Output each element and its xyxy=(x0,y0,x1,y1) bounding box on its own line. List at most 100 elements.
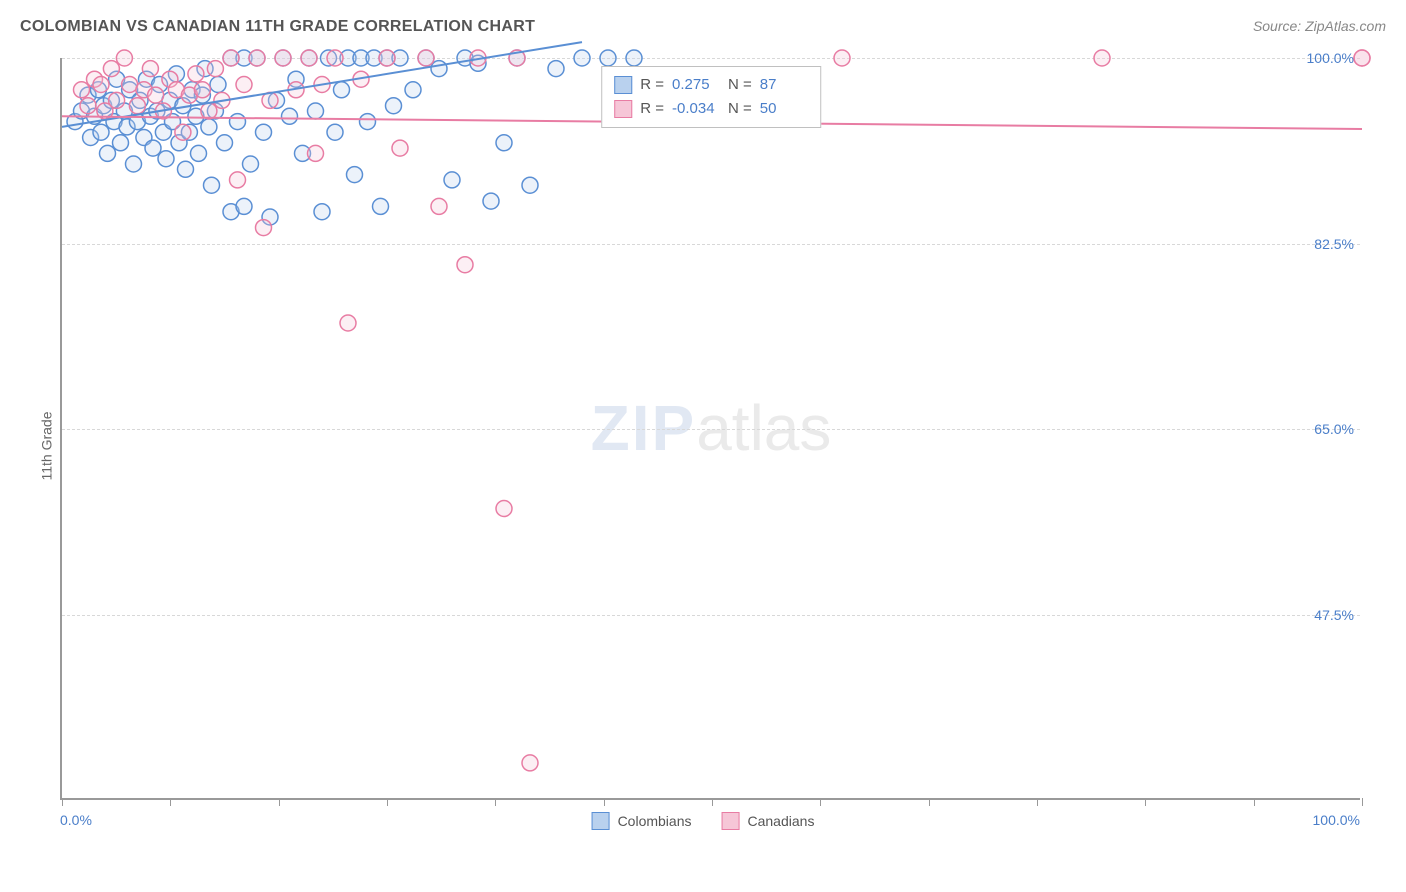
x-axis-max-label: 100.0% xyxy=(1313,812,1360,828)
data-point xyxy=(113,135,129,151)
legend-label: Colombians xyxy=(618,813,692,829)
data-point xyxy=(496,501,512,517)
legend-label: Canadians xyxy=(748,813,815,829)
stat-n-value: 50 xyxy=(760,97,808,121)
data-point xyxy=(574,50,590,66)
plot-area: ZIPatlas R =0.275N =87R =-0.034N =50 100… xyxy=(60,58,1360,800)
x-tick xyxy=(1145,798,1146,806)
data-point xyxy=(282,108,298,124)
data-point xyxy=(188,66,204,82)
data-point xyxy=(483,193,499,209)
data-point xyxy=(116,50,132,66)
data-point xyxy=(142,61,158,77)
data-point xyxy=(256,124,272,140)
stat-r-value: 0.275 xyxy=(672,73,720,97)
data-point xyxy=(100,145,116,161)
data-point xyxy=(334,82,350,98)
data-point xyxy=(327,124,343,140)
data-point xyxy=(194,82,210,98)
data-point xyxy=(230,114,246,130)
data-point xyxy=(126,156,142,172)
header: COLOMBIAN VS CANADIAN 11TH GRADE CORRELA… xyxy=(20,18,1386,36)
bottom-legend: Colombians Canadians xyxy=(592,812,815,830)
y-axis-label: 11th Grade xyxy=(39,411,55,480)
x-tick xyxy=(712,798,713,806)
x-tick xyxy=(1254,798,1255,806)
data-point xyxy=(457,257,473,273)
data-point xyxy=(210,77,226,93)
data-point xyxy=(129,98,145,114)
data-point xyxy=(522,755,538,771)
x-axis-min-label: 0.0% xyxy=(60,812,92,828)
legend-item: Colombians xyxy=(592,812,692,830)
stats-swatch xyxy=(614,76,632,94)
data-point xyxy=(204,177,220,193)
data-point xyxy=(392,140,408,156)
data-point xyxy=(175,124,191,140)
data-point xyxy=(834,50,850,66)
data-point xyxy=(379,50,395,66)
scatter-svg xyxy=(62,58,1360,798)
y-tick-label: 100.0% xyxy=(1307,50,1354,66)
data-point xyxy=(223,50,239,66)
x-tick xyxy=(170,798,171,806)
data-point xyxy=(178,161,194,177)
data-point xyxy=(109,92,125,108)
data-point xyxy=(405,82,421,98)
y-tick-label: 47.5% xyxy=(1314,607,1354,623)
x-tick xyxy=(1037,798,1038,806)
data-point xyxy=(236,77,252,93)
data-point xyxy=(145,140,161,156)
data-point xyxy=(1354,50,1370,66)
stat-r-label: R = xyxy=(640,97,664,121)
x-tick xyxy=(820,798,821,806)
legend-item: Canadians xyxy=(722,812,815,830)
data-point xyxy=(431,198,447,214)
data-point xyxy=(347,167,363,183)
stat-n-value: 87 xyxy=(760,73,808,97)
y-tick-label: 65.0% xyxy=(1314,421,1354,437)
data-point xyxy=(308,145,324,161)
data-point xyxy=(201,119,217,135)
data-point xyxy=(93,124,109,140)
stat-r-label: R = xyxy=(640,73,664,97)
data-point xyxy=(207,61,223,77)
stat-r-value: -0.034 xyxy=(672,97,720,121)
stat-n-label: N = xyxy=(728,73,752,97)
data-point xyxy=(496,135,512,151)
data-point xyxy=(301,50,317,66)
data-point xyxy=(327,50,343,66)
data-point xyxy=(431,61,447,77)
x-tick xyxy=(62,798,63,806)
data-point xyxy=(256,220,272,236)
stats-legend-box: R = 0.275 N = 87 R = -0.034 N = 50 xyxy=(601,66,821,128)
data-point xyxy=(548,61,564,77)
stats-row: R = -0.034 N = 50 xyxy=(614,97,808,121)
data-point xyxy=(236,198,252,214)
stat-n-label: N = xyxy=(728,97,752,121)
x-tick xyxy=(1362,798,1363,806)
data-point xyxy=(158,151,174,167)
data-point xyxy=(275,50,291,66)
x-tick xyxy=(495,798,496,806)
legend-swatch xyxy=(722,812,740,830)
data-point xyxy=(230,172,246,188)
chart-title: COLOMBIAN VS CANADIAN 11TH GRADE CORRELA… xyxy=(20,18,535,36)
data-point xyxy=(386,98,402,114)
x-tick xyxy=(604,798,605,806)
data-point xyxy=(314,204,330,220)
data-point xyxy=(308,103,324,119)
stats-swatch xyxy=(614,100,632,118)
data-point xyxy=(360,114,376,130)
data-point xyxy=(191,145,207,161)
source-attribution: Source: ZipAtlas.com xyxy=(1253,18,1386,34)
data-point xyxy=(103,61,119,77)
data-point xyxy=(74,82,90,98)
data-point xyxy=(444,172,460,188)
data-point xyxy=(201,103,217,119)
data-point xyxy=(340,315,356,331)
data-point xyxy=(249,50,265,66)
data-point xyxy=(148,87,164,103)
stats-row: R = 0.275 N = 87 xyxy=(614,73,808,97)
data-point xyxy=(243,156,259,172)
